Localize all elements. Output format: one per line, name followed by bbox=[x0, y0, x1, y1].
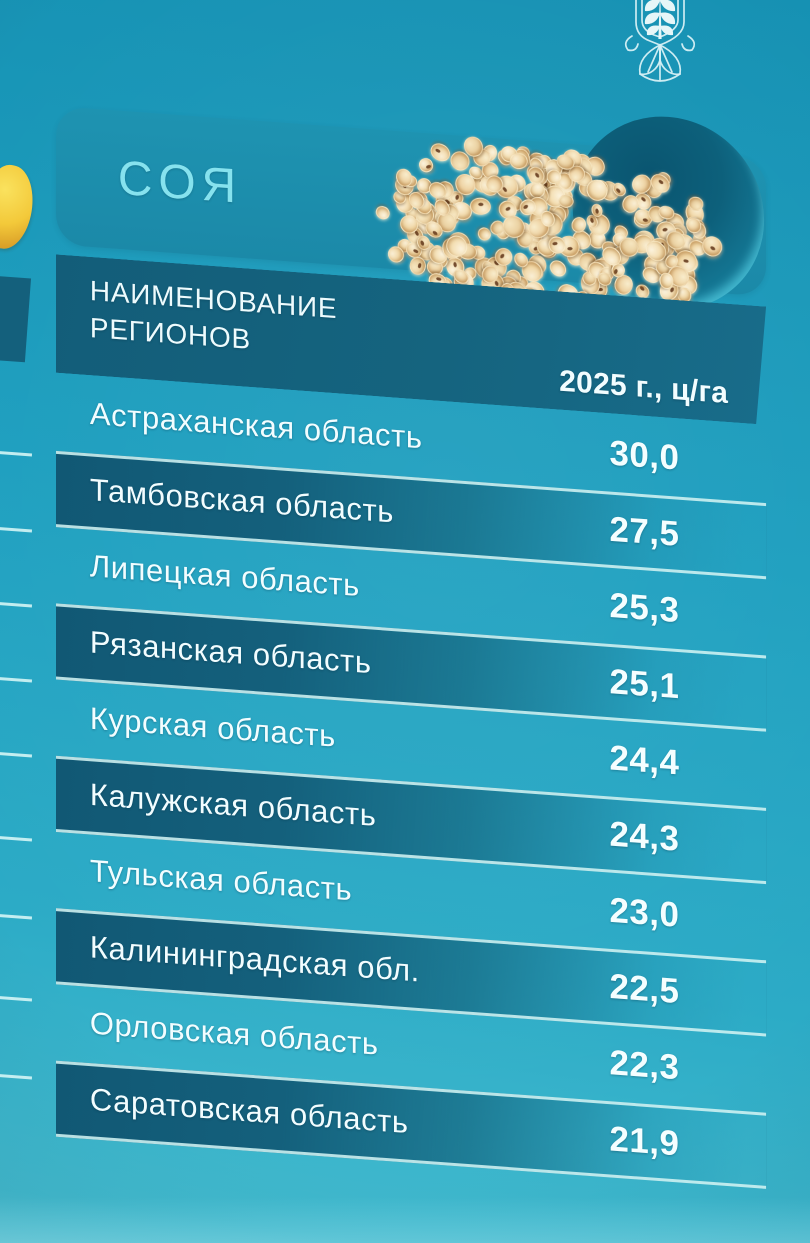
wheat-ear-icon bbox=[644, 0, 676, 39]
page-title: СОЯ bbox=[117, 151, 244, 214]
adjacent-panel-divider bbox=[0, 676, 33, 683]
region-value: 25,1 bbox=[609, 662, 680, 707]
adjacent-panel-header-fragment bbox=[0, 275, 32, 363]
region-name: Липецкая область bbox=[89, 548, 360, 604]
region-value: 22,5 bbox=[609, 966, 680, 1012]
region-name: Саратовская область bbox=[89, 1081, 409, 1141]
eagle-tail bbox=[624, 35, 696, 82]
column-header-year-unit: 2025 г., ц/га bbox=[559, 364, 729, 411]
adjacent-panel-divider bbox=[0, 835, 33, 842]
region-value: 21,9 bbox=[609, 1119, 680, 1164]
adjacent-panel-divider bbox=[0, 751, 33, 758]
region-value: 30,0 bbox=[609, 433, 680, 478]
soybean bbox=[686, 217, 702, 234]
region-value: 24,3 bbox=[609, 814, 680, 859]
soybean bbox=[468, 196, 492, 215]
region-value: 27,5 bbox=[609, 509, 680, 554]
soybean bbox=[417, 156, 436, 175]
adjacent-panel-divider bbox=[0, 526, 33, 533]
region-value: 24,4 bbox=[609, 738, 680, 783]
region-name: Рязанская область bbox=[89, 624, 372, 681]
adjacent-panel-divider bbox=[0, 995, 33, 1002]
region-name: Калужская область bbox=[89, 776, 377, 833]
region-name: Астраханская область bbox=[89, 395, 423, 456]
region-value: 25,3 bbox=[609, 585, 680, 631]
adjacent-panel-crop-image-fragment bbox=[0, 161, 39, 253]
soybean bbox=[658, 272, 674, 290]
eagle-shield bbox=[635, 0, 685, 46]
column-header-regions: НАИМЕНОВАНИЕ РЕГИОНОВ bbox=[90, 272, 337, 364]
ministry-emblem-icon bbox=[624, 0, 696, 82]
adjacent-panel-divider bbox=[0, 1073, 33, 1080]
adjacent-panel-divider bbox=[0, 601, 33, 608]
soy-panel: СОЯ НАИМЕНОВАНИЕ РЕГИОНОВ 2025 г., ц/га … bbox=[56, 106, 767, 1221]
region-name: Калининградская обл. bbox=[89, 929, 420, 989]
region-name: Тамбовская область bbox=[89, 472, 394, 530]
region-value: 22,3 bbox=[609, 1043, 680, 1088]
region-name: Орловская область bbox=[89, 1005, 379, 1062]
soybean bbox=[374, 204, 392, 222]
adjacent-panel-divider bbox=[0, 913, 33, 920]
table-body: Астраханская область 30,0 Тамбовская обл… bbox=[56, 375, 767, 1189]
soybean bbox=[546, 257, 570, 280]
adjacent-panel-divider bbox=[0, 450, 33, 457]
region-value: 23,0 bbox=[609, 890, 680, 935]
region-name: Курская область bbox=[89, 700, 336, 754]
region-name: Тульская область bbox=[89, 853, 353, 908]
